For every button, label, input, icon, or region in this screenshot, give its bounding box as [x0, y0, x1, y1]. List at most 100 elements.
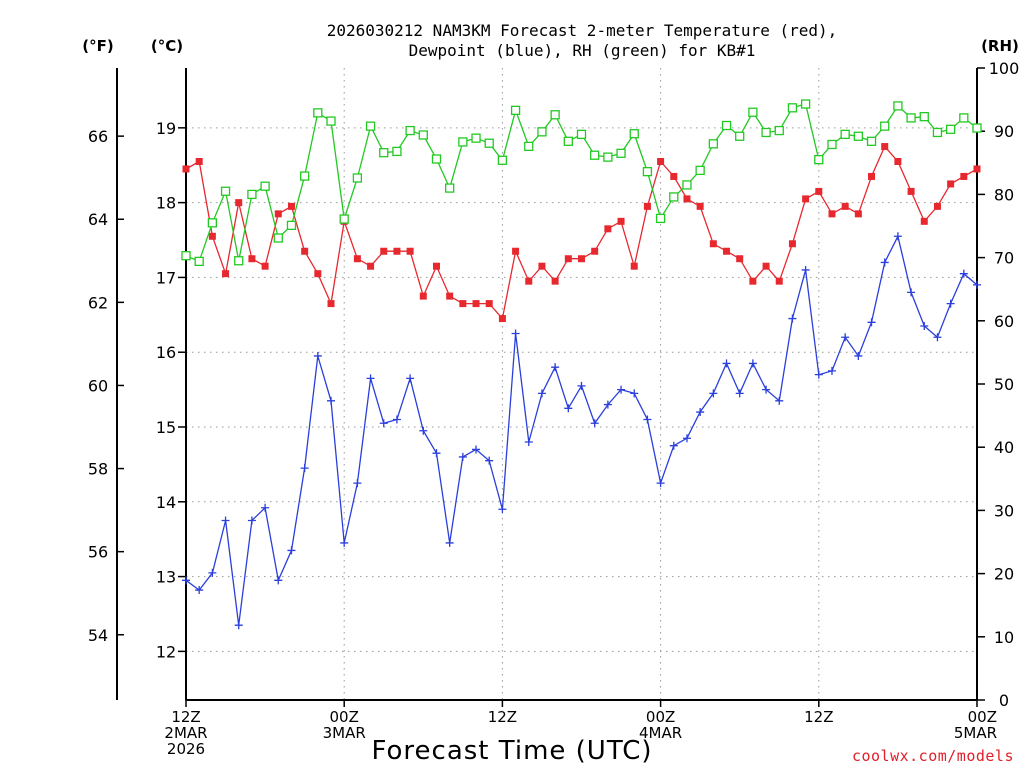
temperature-point — [195, 157, 203, 165]
temperature-point — [274, 210, 282, 218]
temperature-point — [591, 247, 599, 255]
rh-point — [431, 154, 442, 164]
rh-point — [695, 165, 705, 176]
rh-point — [669, 192, 679, 202]
rh-point — [260, 181, 270, 191]
dewpoint-point — [419, 426, 428, 435]
temperature-point — [881, 143, 889, 151]
rh-point — [418, 130, 428, 140]
temperature-point — [222, 270, 230, 278]
temperature-point — [907, 187, 915, 195]
dewpoint-point — [814, 370, 823, 379]
celsius-axis-unit: (°C) — [151, 37, 183, 55]
dewpoint-point — [973, 280, 981, 289]
celsius-tick-label: 18 — [156, 194, 176, 213]
fahrenheit-tick-label: 66 — [88, 127, 108, 146]
rh-tick-label: 20 — [994, 565, 1014, 584]
dewpoint-point — [247, 516, 256, 525]
rh-point — [550, 110, 560, 120]
temperature-point — [525, 277, 533, 285]
rh-point — [220, 186, 231, 196]
dewpoint-point — [485, 456, 494, 465]
temperature-point — [551, 277, 559, 285]
celsius-tick-label: 15 — [156, 418, 176, 437]
dewpoint-point — [920, 322, 929, 331]
temperature-point — [696, 202, 704, 210]
dewpoint-point — [445, 538, 454, 547]
temperature-point — [578, 255, 585, 263]
rh-point — [880, 121, 890, 131]
dewpoint-point — [775, 396, 784, 405]
temperature-point — [538, 262, 546, 270]
dewpoint-point — [709, 389, 718, 398]
temperature-point — [868, 172, 876, 180]
temperature-point — [736, 255, 744, 263]
dewpoint-point — [617, 385, 626, 394]
temperature-point — [775, 277, 783, 285]
fahrenheit-tick-label: 60 — [88, 376, 108, 395]
temperature-point — [670, 172, 678, 180]
dewpoint-point — [933, 333, 942, 342]
temperature-point — [630, 262, 638, 270]
x-axis-title: Forecast Time (UTC) — [371, 736, 652, 766]
credit-text: coolwx.com/models — [852, 747, 1014, 765]
rh-point — [326, 116, 336, 126]
rh-point — [247, 189, 257, 200]
rh-tick-label: 70 — [994, 249, 1014, 268]
rh-point — [919, 112, 929, 122]
rh-point — [273, 233, 283, 243]
series-dewpoint — [182, 232, 981, 630]
rh-point — [590, 150, 600, 160]
rh-point — [814, 154, 824, 165]
temperature-point — [723, 247, 731, 255]
rh-point — [853, 131, 863, 141]
celsius-tick-label: 16 — [156, 343, 176, 362]
x-tick-label: 00Z — [968, 708, 997, 726]
axes — [116, 67, 985, 707]
rh-point — [893, 101, 903, 111]
temperature-point — [854, 210, 862, 218]
temperature-point — [485, 300, 493, 308]
dewpoint-point — [788, 314, 797, 323]
temperature-point — [749, 277, 757, 285]
temperature-point — [287, 202, 295, 210]
dewpoint-point — [551, 363, 560, 372]
dewpoint-point — [656, 479, 665, 488]
chart-title-line-1: 2026030212 NAM3KM Forecast 2-meter Tempe… — [327, 21, 838, 40]
rh-point — [761, 127, 771, 138]
dewpoint-point — [880, 258, 889, 267]
rh-point — [379, 148, 389, 158]
dewpoint-point — [762, 385, 771, 394]
rh-tick-label: 0 — [999, 691, 1009, 710]
dewpoint-point — [748, 359, 757, 368]
x-tick-label: 12Z — [171, 708, 200, 726]
temperature-point — [261, 262, 269, 270]
rh-point — [405, 125, 415, 136]
temperature-point — [920, 217, 928, 225]
temperature-point — [617, 217, 625, 225]
temperature-point — [815, 187, 823, 195]
dewpoint-point — [867, 318, 876, 327]
temperature-point — [301, 247, 309, 255]
dewpoint-point — [234, 621, 243, 630]
rh-point — [682, 180, 692, 190]
fahrenheit-tick-label: 62 — [88, 293, 108, 312]
celsius-tick-label: 12 — [156, 642, 176, 661]
x-tick-label: 5MAR — [954, 724, 997, 742]
rh-tick-label: 60 — [994, 312, 1014, 331]
rh-point — [313, 108, 323, 118]
temperature-point — [512, 247, 520, 255]
dewpoint-point — [603, 400, 612, 409]
x-tick-label: 2026 — [167, 740, 205, 758]
dewpoint-point — [959, 269, 968, 278]
temperature-point — [459, 300, 467, 308]
series-layer — [181, 99, 982, 630]
rh-point — [708, 139, 718, 149]
dewpoint-line — [185, 234, 978, 626]
rh-point — [497, 155, 508, 165]
temperature-point — [314, 270, 322, 278]
temperature-point — [683, 195, 691, 203]
x-tick-label: 4MAR — [639, 724, 682, 742]
temperature-point — [248, 255, 256, 263]
rh-tick-label: 80 — [994, 185, 1014, 204]
